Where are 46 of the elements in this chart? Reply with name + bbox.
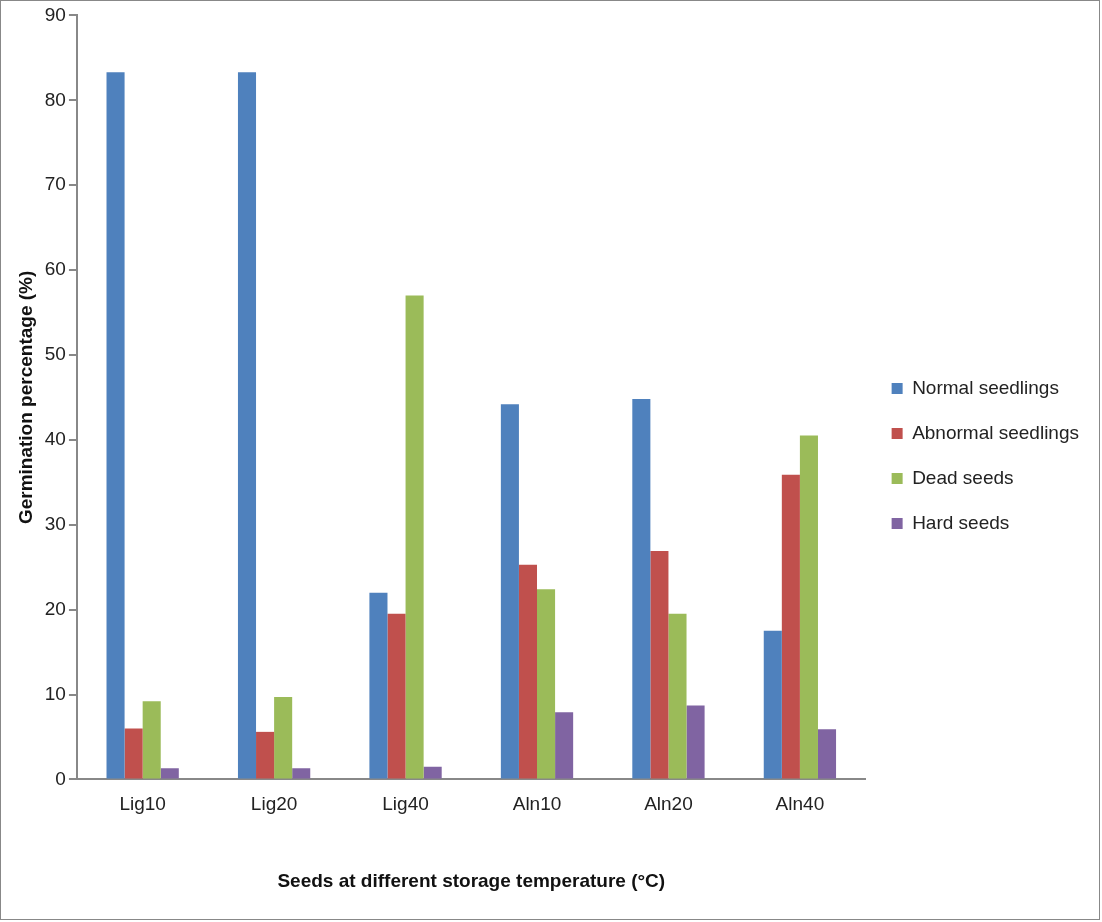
bar — [124, 728, 143, 779]
y-tick-label: 70 — [44, 173, 66, 195]
bar — [256, 731, 275, 779]
x-tick-label: Aln20 — [644, 793, 693, 815]
y-tick-label: 80 — [44, 88, 66, 110]
bar — [668, 613, 687, 779]
y-axis-title: Germination percentage (%) — [14, 270, 36, 525]
bar — [518, 564, 538, 779]
bar — [500, 404, 519, 779]
bar — [106, 72, 125, 779]
legend-label: Abnormal seedlings — [912, 421, 1079, 443]
legend-label: Hard seeds — [912, 511, 1010, 533]
bar — [292, 768, 311, 779]
bar — [405, 295, 424, 779]
y-tick-label: 90 — [44, 3, 66, 25]
y-tick-label: 20 — [44, 597, 66, 619]
bar — [555, 712, 574, 779]
x-axis-title: Seeds at different storage temperature (°C) — [277, 869, 666, 891]
bar — [632, 399, 651, 779]
legend-label: Dead seeds — [912, 466, 1014, 488]
x-tick-label: Aln10 — [512, 793, 562, 815]
bar — [763, 630, 782, 779]
bar — [142, 701, 161, 779]
bar — [369, 592, 388, 779]
x-tick-label: Aln40 — [775, 793, 825, 815]
bar — [817, 729, 837, 779]
y-tick-label: 30 — [44, 512, 66, 534]
bar — [686, 705, 705, 779]
legend-label: Normal seedlings — [912, 376, 1059, 398]
y-tick-label: 40 — [44, 428, 66, 450]
bar — [781, 474, 800, 779]
bar — [237, 72, 257, 779]
bar — [799, 435, 818, 779]
bar — [423, 766, 442, 779]
bar — [274, 697, 293, 779]
y-tick-label: 50 — [44, 343, 66, 365]
y-tick-label: 60 — [44, 258, 66, 280]
bar — [650, 551, 669, 779]
y-tick-label: 0 — [55, 767, 66, 789]
bar — [387, 613, 406, 779]
x-tick-label: Lig10 — [119, 793, 166, 815]
y-tick-label: 10 — [44, 682, 66, 704]
bar — [160, 768, 179, 779]
bar — [537, 589, 556, 779]
x-tick-label: Lig40 — [382, 793, 429, 815]
x-tick-label: Lig20 — [250, 793, 298, 815]
